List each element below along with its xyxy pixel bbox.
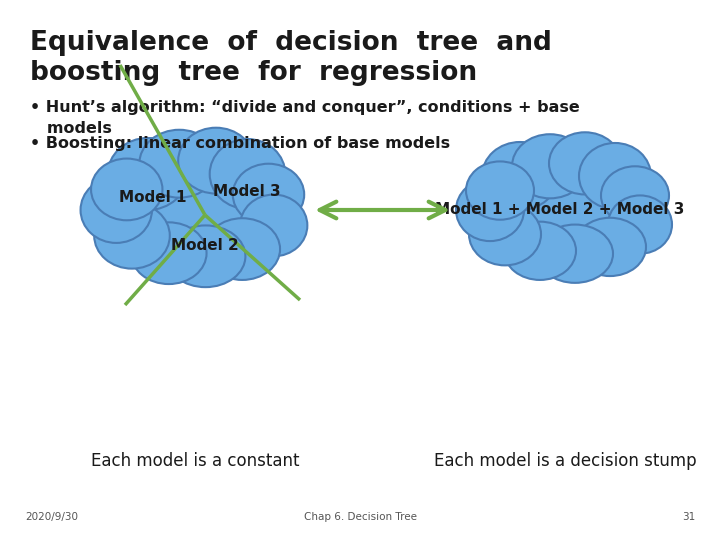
Text: boosting  tree  for  regression: boosting tree for regression (30, 60, 477, 86)
Ellipse shape (466, 161, 534, 220)
Text: • Boosting: linear combination of base models: • Boosting: linear combination of base m… (30, 136, 450, 151)
Text: • Hunt’s algorithm: “divide and conquer”, conditions + base
   models: • Hunt’s algorithm: “divide and conquer”… (30, 100, 580, 136)
Ellipse shape (482, 142, 558, 210)
Ellipse shape (131, 222, 207, 284)
Text: Model 1: Model 1 (120, 191, 186, 206)
Text: Each model is a decision stump: Each model is a decision stump (433, 452, 696, 470)
Ellipse shape (179, 128, 254, 193)
Ellipse shape (166, 225, 246, 287)
Ellipse shape (601, 166, 669, 225)
Ellipse shape (512, 134, 588, 198)
Ellipse shape (549, 132, 621, 194)
Ellipse shape (204, 218, 280, 280)
Ellipse shape (108, 138, 188, 210)
Text: Chap 6. Decision Tree: Chap 6. Decision Tree (304, 512, 416, 522)
Ellipse shape (91, 159, 163, 220)
Text: 2020/9/30: 2020/9/30 (25, 512, 78, 522)
Ellipse shape (233, 164, 304, 225)
Ellipse shape (469, 203, 541, 265)
Ellipse shape (210, 139, 285, 209)
Ellipse shape (574, 218, 646, 276)
Text: Model 1 + Model 2 + Model 3: Model 1 + Model 2 + Model 3 (436, 202, 685, 218)
Ellipse shape (537, 225, 613, 283)
Text: 31: 31 (682, 512, 695, 522)
Ellipse shape (132, 160, 258, 259)
Text: Model 3: Model 3 (213, 185, 281, 199)
Text: Model 2: Model 2 (171, 238, 239, 253)
Ellipse shape (94, 203, 170, 268)
Text: Equivalence  of  decision  tree  and: Equivalence of decision tree and (30, 30, 552, 56)
Ellipse shape (456, 179, 524, 241)
Ellipse shape (579, 143, 651, 209)
Ellipse shape (505, 164, 625, 256)
Ellipse shape (140, 130, 219, 198)
Ellipse shape (608, 195, 672, 254)
Text: Each model is a constant: Each model is a constant (91, 452, 300, 470)
Ellipse shape (240, 194, 307, 256)
Ellipse shape (81, 177, 152, 243)
Ellipse shape (504, 221, 576, 280)
